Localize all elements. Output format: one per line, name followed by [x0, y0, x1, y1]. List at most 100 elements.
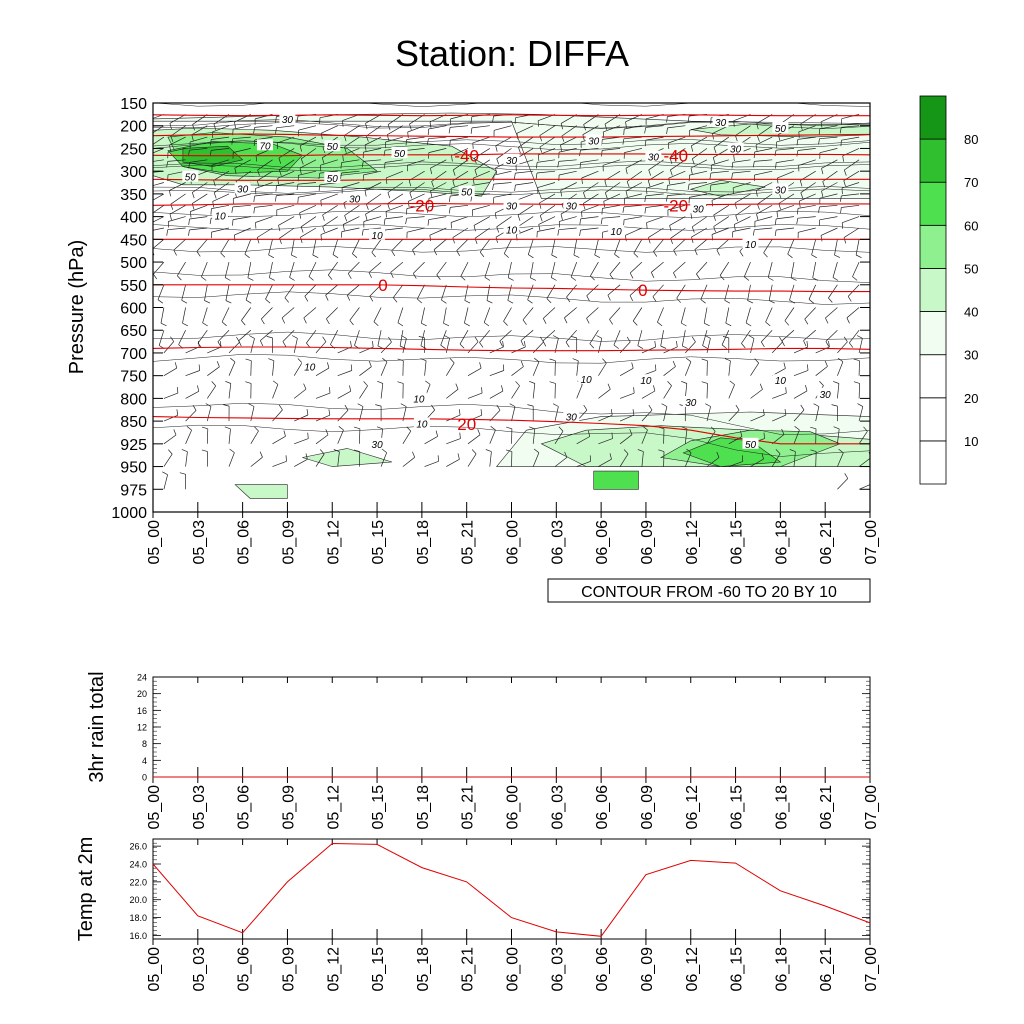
wind-barb-feather [233, 235, 236, 242]
wind-barb [663, 366, 676, 376]
wind-barb [641, 390, 656, 399]
time-tick-label: 06_15 [729, 947, 746, 992]
wind-barb [489, 370, 504, 377]
wind-barb-feather [583, 404, 588, 411]
wind-barb-feather [297, 358, 303, 364]
rh-contour-label: 10 [416, 420, 428, 431]
wind-barb [281, 307, 295, 319]
rh-contour-layer [153, 103, 870, 457]
time-tick-label: 05_15 [370, 947, 387, 992]
wind-barb [433, 239, 447, 250]
wind-barb [554, 406, 559, 422]
pressure-tick-label: 550 [120, 278, 147, 295]
wind-barb [844, 159, 860, 171]
wind-barb-feather [755, 144, 758, 151]
wind-barb [170, 125, 186, 137]
wind-barb-feather [810, 426, 817, 430]
wind-barb [483, 307, 491, 323]
wind-barb-feather [385, 211, 387, 218]
wind-barb [540, 205, 556, 216]
wind-barb [800, 182, 816, 193]
wind-barb [315, 367, 330, 377]
wind-barb-feather [609, 274, 614, 280]
wind-barb-feather [484, 277, 491, 281]
wind-barb [163, 474, 168, 490]
wind-barb [668, 136, 686, 144]
wind-barb [276, 182, 295, 186]
wind-barb-feather [579, 218, 581, 225]
rh-contour-line [153, 402, 870, 435]
wind-barb [257, 170, 273, 181]
wind-barb-feather [325, 429, 329, 436]
wind-barb [580, 159, 599, 163]
wind-barb-feather [691, 226, 695, 233]
wind-barb-feather [821, 168, 824, 175]
wind-barb-feather [604, 192, 608, 199]
wind-barb [771, 453, 781, 467]
wind-barb [667, 182, 686, 186]
wind-barb [646, 182, 664, 189]
wind-barb-feather [528, 254, 534, 259]
wind-barb [304, 284, 317, 297]
wind-barb-feather [492, 184, 494, 191]
wind-barb [689, 193, 708, 198]
wind-barb-feather [322, 214, 325, 221]
rh-label-bg [690, 202, 707, 214]
wind-barb-feather [436, 274, 441, 280]
wind-barb [590, 261, 599, 277]
wind-barb-feather [701, 358, 708, 362]
wind-barb-feather [558, 426, 564, 432]
wind-barb [559, 148, 577, 153]
wind-barb-feather [837, 357, 844, 362]
wind-barb [306, 329, 317, 344]
pressure-tick-label: 800 [120, 391, 147, 408]
wind-barb-feather [515, 381, 520, 387]
wind-barb-feather [477, 429, 481, 435]
wind-barb-feather [272, 380, 279, 385]
wind-barb [192, 114, 208, 125]
wind-barb [496, 216, 512, 228]
wind-barb-feather [702, 345, 708, 350]
wind-barb [303, 307, 317, 319]
wind-barb [363, 216, 382, 222]
wind-barb [680, 307, 686, 324]
wind-barb [700, 284, 708, 300]
wind-barb [352, 239, 360, 254]
wind-barb-feather [733, 154, 735, 162]
wind-barb-feather [181, 449, 188, 453]
wind-barb-feather [655, 364, 657, 371]
wind-barb [277, 136, 295, 144]
wind-barb-feather [667, 381, 672, 386]
wind-barb [299, 159, 317, 169]
wind-barb-feather [535, 172, 538, 179]
wind-barb [522, 307, 534, 321]
isotherm-line--50 [153, 114, 870, 117]
rh-contour-label: 10 [775, 376, 787, 387]
wind-barb-feather [716, 451, 720, 458]
wind-barb-feather [622, 138, 625, 145]
wind-barb-feather [570, 276, 577, 281]
wind-barb [298, 170, 317, 176]
wind-barb-feather [429, 121, 432, 128]
wind-barb [624, 216, 642, 221]
wind-barb-feather [368, 360, 372, 367]
wind-barb-feather [629, 295, 634, 301]
wind-barb-feather [796, 139, 799, 146]
isotherm-label: 20 [457, 415, 476, 434]
wind-barb [576, 360, 579, 376]
wind-barb-feather [224, 426, 231, 430]
wind-barb-feather [397, 322, 404, 327]
wind-barb-feather [552, 335, 559, 339]
wind-barb [170, 193, 186, 205]
wind-barb-feather [257, 169, 260, 176]
wind-barb [832, 262, 838, 278]
time-tick-label: 06_06 [594, 947, 611, 992]
rh-label-bg [279, 112, 296, 124]
wind-barb-feather [253, 127, 255, 134]
wind-barb-feather [344, 146, 347, 153]
wind-barb-feather [444, 335, 450, 339]
wind-barb [320, 159, 338, 166]
wind-barb [272, 460, 287, 467]
wind-barb [453, 159, 469, 171]
colorbar-label: 80 [964, 132, 978, 147]
